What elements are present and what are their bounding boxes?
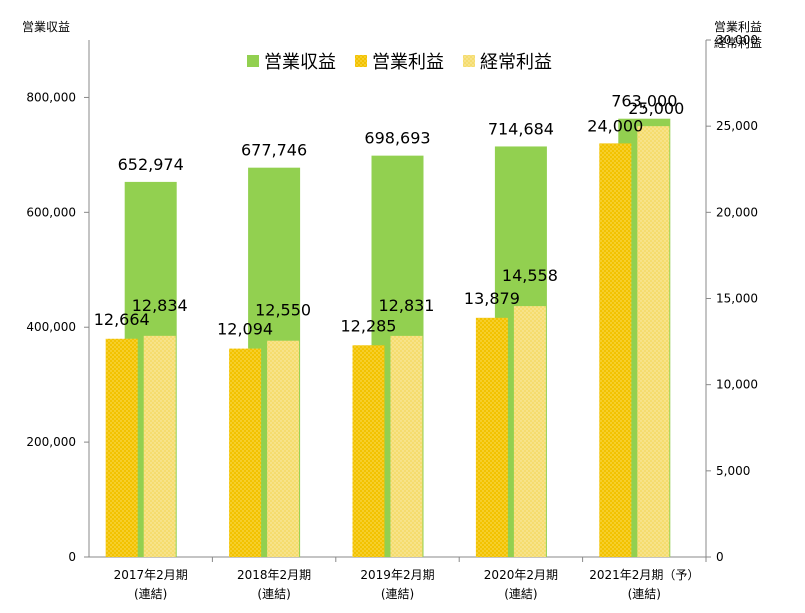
right-tick-label: 25,000 [716,119,758,133]
right-tick-label: 0 [716,550,724,564]
right-tick-label: 15,000 [716,292,758,306]
legend-swatch [463,55,475,67]
right-tick-label: 30,000 [716,33,758,47]
right-axis-title-line2: 経常利益 [714,36,762,50]
data-label-operating-profit: 12,664 [94,310,150,329]
right-axis-title-line1: 営業利益 [714,20,762,34]
data-label-operating-profit: 13,879 [464,289,520,308]
data-label-revenue: 714,684 [488,119,554,138]
data-label-ordinary-profit: 14,558 [502,266,558,285]
bar-ordinary-profit [637,126,670,558]
x-tick-label-sub: (連結) [381,587,414,601]
x-tick-label: 2019年2月期 [360,568,434,582]
legend-label: 経常利益 [480,52,552,73]
bar-ordinary-profit [267,340,300,557]
data-label-operating-profit: 12,285 [341,316,397,335]
bar-ordinary-profit [143,335,176,557]
left-tick-label: 600,000 [26,205,76,219]
bar-ordinary-profit [390,335,423,557]
data-label-revenue: 763,000 [611,92,677,111]
data-label-revenue: 677,746 [241,141,307,160]
bar-operating-profit [352,345,385,557]
legend-swatch [247,55,259,67]
right-tick-label: 5,000 [716,464,750,478]
bar-operating-profit [105,338,138,557]
left-tick-label: 800,000 [26,90,76,104]
bar-ordinary-profit [513,306,546,557]
data-label-ordinary-profit: 12,834 [132,296,188,315]
x-tick-label-sub: (連結) [134,587,167,601]
right-tick-label: 20,000 [716,205,758,219]
left-axis-title: 営業収益 [22,20,70,34]
x-tick-label-sub: (連結) [257,587,290,601]
data-label-revenue: 698,693 [364,129,430,148]
x-tick-label-sub: (連結) [628,587,661,601]
left-tick-label: 400,000 [26,320,76,334]
left-tick-label: 0 [68,550,76,564]
data-label-operating-profit: 24,000 [587,116,643,135]
x-tick-label: 2020年2月期 [484,568,558,582]
left-tick-label: 200,000 [26,435,76,449]
data-label-operating-profit: 12,094 [217,320,273,339]
x-tick-label: 2021年2月期（予） [589,568,699,582]
legend-swatch [355,55,367,67]
data-label-ordinary-profit: 12,550 [255,301,311,320]
legend-label: 営業利益 [372,52,444,73]
legend-label: 営業収益 [264,52,336,73]
data-label-revenue: 652,974 [118,155,184,174]
bar-operating-profit [229,348,262,557]
plot-area: 0 200,000 400,000 600,000 800,000 0 5,000 10,00… [26,33,758,601]
legend: 営業収益 営業利益 経常利益 [247,52,552,73]
data-label-ordinary-profit: 12,831 [379,296,435,315]
x-tick-label-sub: (連結) [504,587,537,601]
data-label-ordinary-profit: 25,000 [628,99,684,118]
x-tick-label: 2018年2月期 [237,568,311,582]
x-tick-label: 2017年2月期 [114,568,188,582]
bar-operating-profit [599,143,632,557]
right-tick-label: 10,000 [716,378,758,392]
bar-operating-profit [475,317,508,557]
